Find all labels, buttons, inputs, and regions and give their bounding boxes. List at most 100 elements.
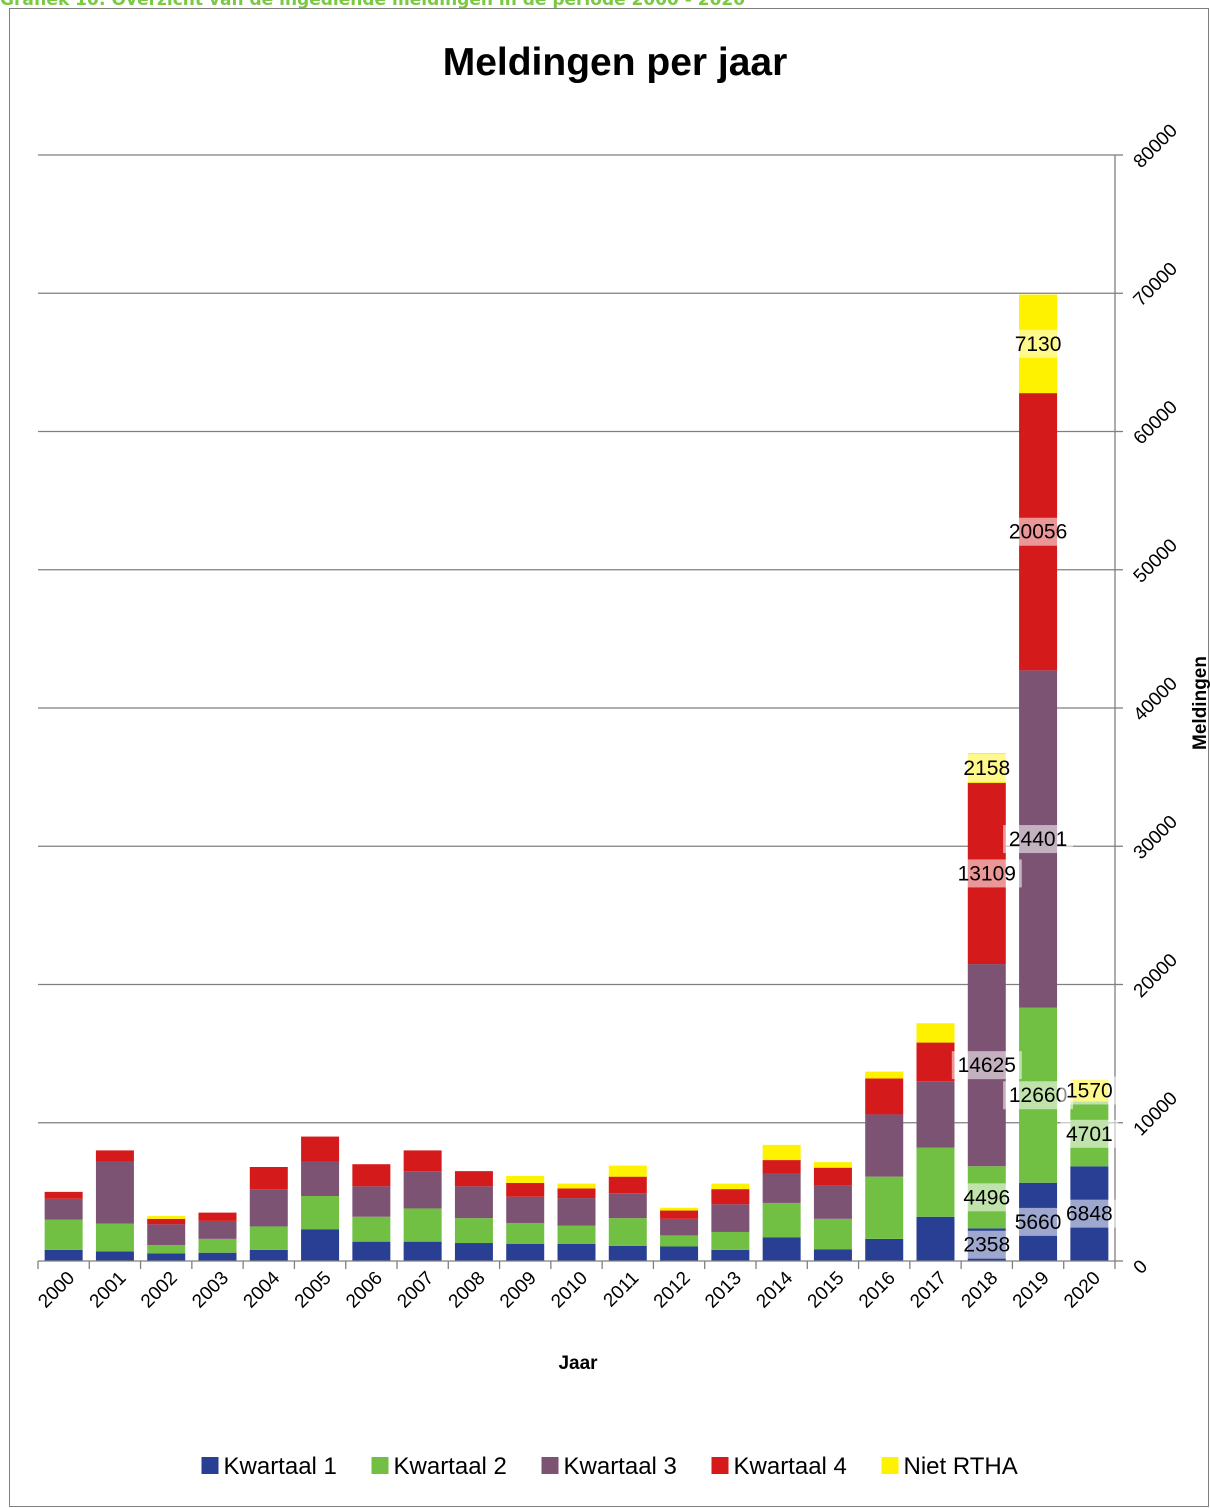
bar-kwartaal-4-2002 — [147, 1218, 186, 1225]
bar-kwartaal-4-2008 — [454, 1171, 493, 1187]
data-label: 20056 — [1009, 521, 1067, 544]
gridlines — [38, 154, 1115, 1124]
x-tick-label: 2000 — [34, 1268, 79, 1313]
data-label-bg — [951, 1051, 1022, 1080]
bars — [44, 294, 1109, 1261]
data-labels: 2358 4496 14625 13109 2158 5660 12660 24401 2005… — [951, 329, 1119, 1259]
legend-swatch — [711, 1457, 729, 1474]
legend-label: Kwartaal 2 — [394, 1453, 507, 1480]
bar-kwartaal-3-2004 — [249, 1189, 288, 1227]
data-label: 1570 — [1066, 1079, 1113, 1102]
bar-kwartaal-2-2000 — [44, 1219, 83, 1250]
bar-kwartaal-4-2005 — [301, 1136, 340, 1162]
legend-swatch — [881, 1457, 899, 1474]
bar-kwartaal-1-2010 — [557, 1243, 596, 1261]
bar-niet-rtha-2012 — [660, 1207, 699, 1211]
y-tick-label: 50000 — [1130, 535, 1182, 587]
data-label: 24401 — [1009, 828, 1067, 851]
bar-kwartaal-4-2010 — [557, 1188, 596, 1199]
data-label-bg — [1009, 329, 1068, 358]
bar-niet-rtha-2014 — [762, 1144, 801, 1161]
bar-kwartaal-1-2007 — [403, 1241, 442, 1261]
bar-kwartaal-3-2002 — [147, 1224, 186, 1246]
y-tick-label: 60000 — [1130, 397, 1182, 449]
bar-kwartaal-1-2014 — [762, 1237, 801, 1261]
y-tick-label: 10000 — [1130, 1088, 1182, 1140]
bar-kwartaal-2-2014 — [762, 1202, 801, 1238]
y-tick-label: 40000 — [1130, 673, 1182, 725]
x-tick-label: 2013 — [701, 1268, 746, 1313]
bar-kwartaal-1-2016 — [865, 1238, 904, 1261]
bar-niet-rtha-2010 — [557, 1183, 596, 1189]
data-label: 2358 — [963, 1234, 1010, 1257]
bar-kwartaal-1-2006 — [352, 1241, 391, 1261]
bar-kwartaal-2-2003 — [198, 1238, 237, 1253]
bar-kwartaal-4-2014 — [762, 1160, 801, 1174]
x-tick-label: 2006 — [342, 1268, 387, 1313]
legend-label: Kwartaal 1 — [224, 1453, 337, 1480]
data-label: 12660 — [1009, 1084, 1067, 1107]
bar-kwartaal-1-2000 — [44, 1249, 83, 1261]
bar-niet-rtha-2013 — [711, 1183, 750, 1190]
bar-kwartaal-4-2017 — [916, 1042, 955, 1082]
data-label-bg — [957, 1230, 1016, 1259]
legend-label: Kwartaal 3 — [564, 1453, 677, 1480]
x-tick-label: 2018 — [958, 1268, 1003, 1313]
bar-kwartaal-4-2012 — [660, 1210, 699, 1219]
y-tick-label: 30000 — [1130, 812, 1182, 864]
bar-niet-rtha-2015 — [813, 1162, 852, 1168]
bar-kwartaal-1-2009 — [506, 1243, 545, 1261]
data-label: 4496 — [963, 1186, 1010, 1209]
bar-kwartaal-4-2000 — [44, 1191, 83, 1199]
bar-kwartaal-2-2012 — [660, 1235, 699, 1247]
bar-kwartaal-3-2006 — [352, 1186, 391, 1217]
bar-niet-rtha-2009 — [506, 1175, 545, 1183]
data-label-bg — [1060, 1119, 1119, 1148]
bar-kwartaal-4-2004 — [249, 1166, 288, 1190]
bar-kwartaal-4-2015 — [813, 1167, 852, 1186]
bar-kwartaal-3-2012 — [660, 1218, 699, 1236]
x-tick-label: 2011 — [600, 1268, 644, 1312]
bar-kwartaal-2-2009 — [506, 1222, 545, 1244]
x-tick-label: 2019 — [1009, 1268, 1054, 1313]
bar-kwartaal-1-2011 — [608, 1245, 647, 1261]
data-label-bg — [957, 1183, 1016, 1212]
x-tick-label: 2020 — [1060, 1268, 1105, 1313]
x-tick-label: 2016 — [855, 1268, 900, 1313]
bar-kwartaal-2-2011 — [608, 1218, 647, 1246]
bar-kwartaal-2-2007 — [403, 1208, 442, 1242]
bar-kwartaal-4-2003 — [198, 1212, 237, 1221]
x-tick-label: 2017 — [906, 1268, 951, 1313]
x-tick-label: 2010 — [547, 1268, 592, 1313]
data-label-bg — [957, 753, 1016, 782]
data-label: 6848 — [1066, 1203, 1113, 1226]
bar-kwartaal-4-2001 — [95, 1150, 134, 1162]
axes: 0 10000 20000 30000 40000 50000 60000 70000 8000… — [34, 120, 1181, 1312]
bar-kwartaal-4-2016 — [865, 1078, 904, 1115]
bar-kwartaal-4-2011 — [608, 1176, 647, 1194]
bar-kwartaal-2-2008 — [454, 1218, 493, 1244]
data-label: 14625 — [958, 1054, 1016, 1077]
bar-kwartaal-1-2001 — [95, 1251, 134, 1261]
data-label: 2158 — [963, 757, 1010, 780]
x-tick-label: 2015 — [804, 1268, 849, 1313]
bar-kwartaal-3-2003 — [198, 1220, 237, 1239]
bar-niet-rtha-2011 — [608, 1165, 647, 1177]
bar-kwartaal-2-2005 — [301, 1196, 340, 1230]
chart-frame — [9, 8, 1209, 1507]
legend-swatch — [541, 1457, 559, 1474]
x-tick-label: 2001 — [86, 1268, 131, 1313]
bar-kwartaal-3-2008 — [454, 1186, 493, 1219]
bar-kwartaal-3-2013 — [711, 1204, 750, 1232]
x-tick-label: 2005 — [291, 1268, 336, 1313]
data-label: 5660 — [1015, 1211, 1062, 1234]
bar-kwartaal-3-2007 — [403, 1171, 442, 1209]
bar-kwartaal-2-2017 — [916, 1147, 955, 1217]
bar-kwartaal-1-2002 — [147, 1253, 186, 1261]
bar-kwartaal-3-2015 — [813, 1185, 852, 1219]
bar-kwartaal-1-2008 — [454, 1243, 493, 1261]
bar-kwartaal-3-2016 — [865, 1114, 904, 1177]
x-tick-label: 2008 — [445, 1268, 490, 1313]
x-tick-label: 2007 — [393, 1268, 438, 1313]
